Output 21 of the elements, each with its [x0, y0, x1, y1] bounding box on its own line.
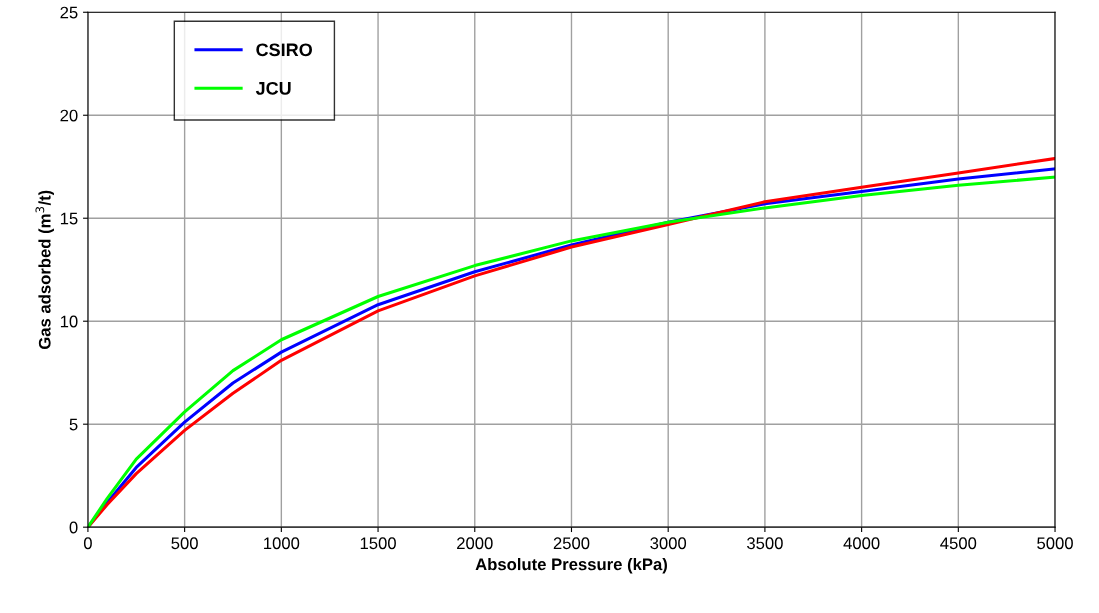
y-tick-label: 20 — [60, 109, 78, 122]
y-tick-label: 10 — [60, 315, 78, 328]
x-tick-label: 1000 — [264, 537, 300, 550]
x-tick-label: 2500 — [553, 537, 590, 550]
x-tick-label: 500 — [171, 537, 198, 550]
y-tick-label: 25 — [60, 6, 78, 19]
x-tick-label: 3500 — [747, 537, 783, 550]
x-tick-label: 3000 — [650, 537, 687, 550]
x-tick-label: 4500 — [940, 537, 977, 550]
legend-label: JCU — [255, 81, 291, 95]
x-tick-label: 5000 — [1037, 537, 1073, 550]
y-tick-label: 0 — [69, 521, 78, 534]
x-tick-label: 1500 — [360, 537, 396, 550]
x-axis-title: Absolute Pressure (kPa) — [475, 557, 667, 574]
x-tick-label: 2000 — [457, 537, 493, 550]
x-tick-label: 4000 — [843, 537, 880, 550]
y-tick-label: 15 — [60, 212, 78, 225]
x-tick-label: 0 — [83, 537, 92, 550]
y-axis-title: Gas adsorbed (m$^{3}$/t) — [35, 190, 54, 350]
y-tick-label: 5 — [69, 418, 78, 431]
legend-label: CSIRO — [256, 43, 312, 57]
